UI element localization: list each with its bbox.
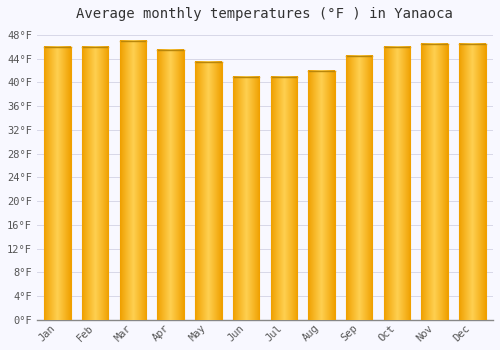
Title: Average monthly temperatures (°F ) in Yanaoca: Average monthly temperatures (°F ) in Ya… <box>76 7 454 21</box>
